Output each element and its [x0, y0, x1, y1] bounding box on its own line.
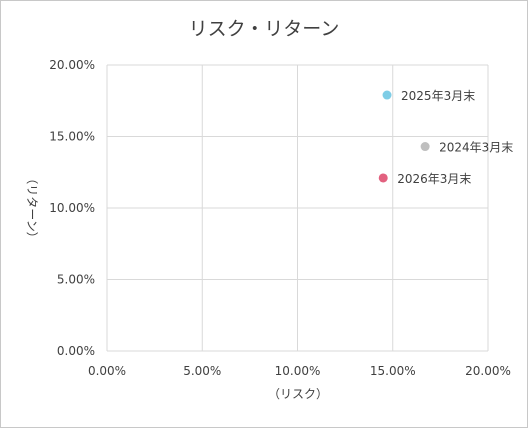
data-point-marker	[420, 142, 430, 152]
data-point-marker	[382, 90, 392, 100]
data-point-label: 2024年3月末	[439, 141, 513, 155]
x-tick-label: 10.00%	[275, 364, 321, 378]
y-tick-label: 20.00%	[49, 58, 95, 72]
x-tick-label: 20.00%	[465, 364, 511, 378]
chart-title: リスク・リターン	[189, 18, 340, 40]
y-axis-title: （リターン）	[25, 172, 39, 243]
x-tick-label: 0.00%	[88, 364, 126, 378]
y-tick-label: 15.00%	[49, 130, 95, 144]
x-axis-tick-labels: 0.00% 5.00% 10.00% 15.00% 20.00%	[88, 364, 511, 378]
x-tick-label: 15.00%	[370, 364, 416, 378]
y-tick-label: 0.00%	[57, 344, 95, 358]
y-tick-label: 10.00%	[49, 201, 95, 215]
data-points: 2025年3月末 2024年3月末 2026年3月末	[378, 89, 513, 186]
data-point-marker	[378, 173, 388, 183]
x-tick-label: 5.00%	[183, 364, 221, 378]
x-axis-title: （リスク）	[268, 387, 328, 401]
data-point-label: 2025年3月末	[401, 89, 475, 103]
data-point-label: 2026年3月末	[397, 172, 471, 186]
y-axis-tick-labels: 0.00% 5.00% 10.00% 15.00% 20.00%	[49, 58, 95, 358]
grid-lines	[106, 64, 489, 352]
y-tick-label: 5.00%	[57, 273, 95, 287]
